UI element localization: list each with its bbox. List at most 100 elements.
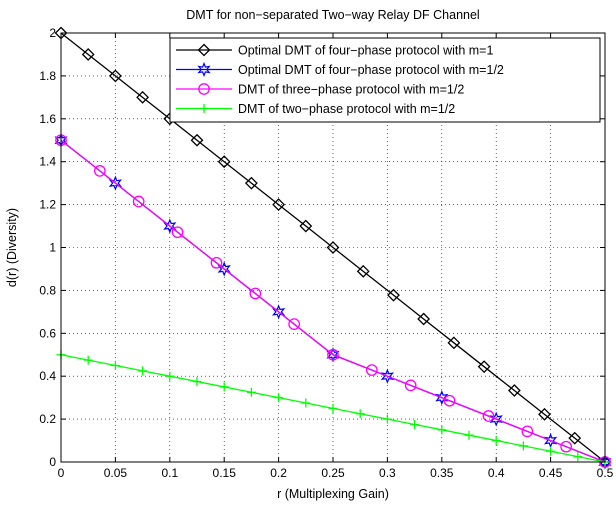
data-point: [380, 368, 395, 384]
data-point: [190, 133, 204, 147]
data-point: [560, 440, 573, 453]
data-point: [165, 371, 175, 381]
y-tick-label: 1.8: [39, 69, 56, 83]
data-point: [171, 226, 184, 239]
data-point: [326, 241, 340, 254]
data-point: [217, 261, 231, 277]
data-point: [477, 360, 491, 374]
data-point: [328, 403, 338, 413]
data-point: [246, 387, 256, 397]
legend-box: [169, 37, 601, 123]
series-4: [56, 350, 610, 467]
data-point: [327, 348, 339, 361]
series-line: [60, 32, 606, 463]
data-point: [507, 384, 521, 397]
data-point: [83, 355, 93, 365]
legend-label: Optimal DMT of four−phase protocol with …: [238, 44, 493, 58]
data-point: [108, 69, 122, 83]
data-point: [301, 398, 311, 408]
x-tick-label: 0.15: [213, 466, 237, 480]
legend-entry: DMT of two−phase protocol with m=1/2: [176, 102, 455, 116]
data-point: [568, 431, 582, 445]
data-point: [573, 452, 583, 462]
x-tick-label: 0.35: [430, 466, 454, 480]
x-tick-label: 0.05: [104, 466, 128, 480]
data-point: [437, 425, 447, 435]
data-point: [546, 446, 556, 456]
x-tick-label: 0.4: [488, 466, 505, 480]
chart-title: DMT for non−separated Two−way Relay DF C…: [186, 8, 479, 22]
data-point: [382, 414, 392, 424]
data-point: [93, 165, 106, 177]
data-point: [249, 287, 262, 300]
data-point: [132, 195, 145, 208]
legend-marker: [197, 43, 211, 57]
data-point: [543, 432, 558, 449]
data-point: [365, 364, 378, 376]
data-point: [326, 347, 340, 363]
data-point: [443, 394, 456, 407]
data-point: [387, 288, 400, 302]
y-tick-label: 0: [49, 455, 56, 469]
legend-label: DMT of three−phase protocol with m=1/2: [238, 83, 464, 97]
data-point: [489, 411, 503, 427]
y-tick-label: 0.4: [39, 369, 56, 383]
y-tick-label: 2: [49, 26, 56, 40]
data-point: [288, 318, 301, 330]
axis-ticks: 0 0.05 0.1 0.15 0.2 0.25 0.3 0.35 0.4 0.45 0.5 0 0.2…: [39, 26, 613, 480]
data-point: [110, 360, 120, 370]
data-point: [272, 198, 286, 212]
data-point: [355, 409, 365, 419]
data-point: [81, 48, 95, 61]
data-point: [356, 264, 370, 278]
x-tick-label: 0: [58, 466, 65, 480]
series-layer: [54, 26, 612, 470]
x-tick-label: 0.1: [161, 466, 178, 480]
y-tick-label: 0.2: [39, 412, 56, 426]
data-point: [435, 390, 449, 406]
y-tick-label: 1.4: [39, 155, 56, 169]
x-tick-label: 0.2: [270, 466, 287, 480]
data-point: [410, 419, 420, 429]
data-point: [271, 304, 286, 320]
legend-label: Optimal DMT of four−phase protocol with …: [238, 63, 504, 77]
data-point: [192, 377, 202, 387]
data-point: [108, 175, 123, 191]
data-point: [404, 379, 417, 392]
x-tick-label: 0.5: [597, 466, 614, 480]
y-tick-label: 1.2: [39, 198, 56, 212]
legend-entry: Optimal DMT of four−phase protocol with …: [176, 44, 493, 58]
y-tick-label: 0.6: [39, 326, 56, 340]
data-point: [219, 382, 229, 392]
data-point: [274, 393, 284, 403]
data-point: [217, 155, 231, 169]
y-tick-label: 0.8: [39, 283, 56, 297]
data-point: [417, 312, 431, 326]
x-tick-label: 0.25: [321, 466, 345, 480]
data-point: [538, 407, 551, 421]
data-point: [210, 256, 223, 269]
legend: Optimal DMT of four−phase protocol with …: [169, 37, 601, 123]
legend-marker: [197, 61, 211, 78]
legend-marker: [199, 104, 209, 113]
y-tick-label: 1.6: [39, 112, 56, 126]
data-point: [482, 410, 495, 422]
data-point: [447, 336, 461, 350]
x-axis-label: r (Multiplexing Gain): [277, 487, 389, 501]
data-point: [299, 219, 313, 233]
legend-marker: [198, 83, 210, 95]
data-point: [464, 430, 474, 440]
x-tick-label: 0.45: [539, 466, 563, 480]
data-point: [163, 218, 177, 234]
x-tick-label: 0.3: [379, 466, 396, 480]
data-point: [518, 441, 528, 451]
data-point: [138, 366, 148, 376]
data-point: [491, 436, 501, 446]
data-point: [521, 425, 534, 438]
legend-entry: Optimal DMT of four−phase protocol with …: [176, 61, 504, 78]
legend-label: DMT of two−phase protocol with m=1/2: [238, 102, 455, 116]
y-axis-label: d(r) (Diversity): [5, 208, 19, 287]
y-tick-label: 1: [49, 241, 56, 255]
series-line: [60, 139, 606, 463]
